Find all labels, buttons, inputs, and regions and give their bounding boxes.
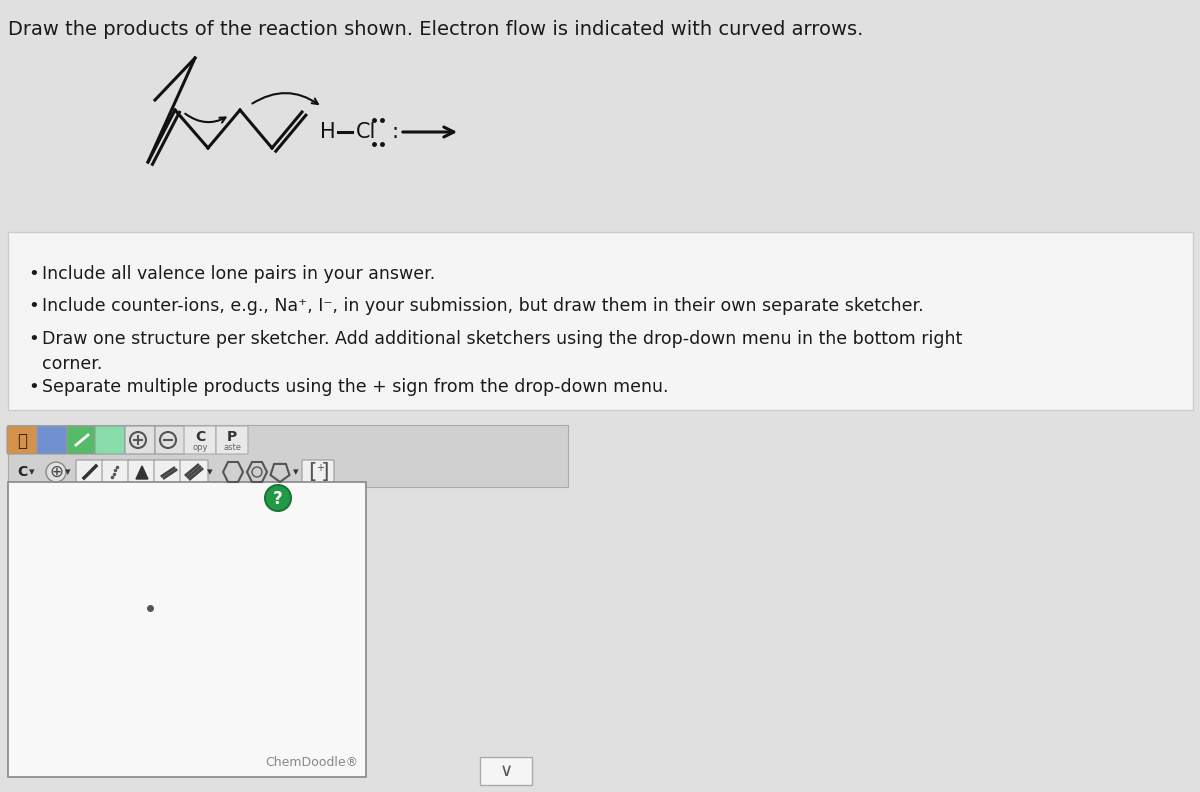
Text: Cl: Cl — [356, 122, 376, 142]
FancyBboxPatch shape — [8, 232, 1193, 410]
Text: ?: ? — [274, 490, 283, 508]
Text: •: • — [28, 297, 38, 315]
FancyBboxPatch shape — [128, 460, 156, 484]
Text: opy: opy — [192, 443, 208, 451]
FancyBboxPatch shape — [302, 460, 334, 484]
Circle shape — [265, 485, 292, 511]
Circle shape — [46, 462, 66, 482]
Text: +: + — [316, 463, 324, 473]
Text: Separate multiple products using the + sign from the drop-down menu.: Separate multiple products using the + s… — [42, 378, 668, 396]
Text: Draw the products of the reaction shown. Electron flow is indicated with curved : Draw the products of the reaction shown.… — [8, 20, 863, 39]
Text: ▾: ▾ — [29, 467, 35, 477]
FancyBboxPatch shape — [216, 426, 248, 454]
FancyBboxPatch shape — [8, 482, 366, 777]
FancyBboxPatch shape — [95, 426, 125, 454]
Text: •: • — [28, 265, 38, 283]
FancyBboxPatch shape — [155, 426, 185, 454]
Text: ▾: ▾ — [65, 467, 71, 477]
FancyBboxPatch shape — [154, 460, 182, 484]
Text: ]: ] — [320, 462, 329, 482]
Text: C: C — [194, 430, 205, 444]
FancyBboxPatch shape — [67, 426, 97, 454]
Polygon shape — [136, 466, 148, 479]
FancyBboxPatch shape — [8, 425, 568, 487]
Text: [: [ — [307, 462, 317, 482]
Text: aste: aste — [223, 443, 241, 451]
Text: Include all valence lone pairs in your answer.: Include all valence lone pairs in your a… — [42, 265, 436, 283]
Text: ∨: ∨ — [499, 762, 512, 780]
Text: P: P — [227, 430, 238, 444]
Text: ✋: ✋ — [17, 432, 28, 450]
Text: ⊕: ⊕ — [49, 463, 62, 481]
Text: Draw one structure per sketcher. Add additional sketchers using the drop-down me: Draw one structure per sketcher. Add add… — [42, 330, 962, 348]
FancyBboxPatch shape — [125, 426, 155, 454]
Text: Include counter-ions, e.g., Na⁺, I⁻, in your submission, but draw them in their : Include counter-ions, e.g., Na⁺, I⁻, in … — [42, 297, 924, 315]
FancyBboxPatch shape — [184, 426, 216, 454]
Text: C: C — [17, 465, 28, 479]
Text: ▾: ▾ — [208, 467, 212, 477]
FancyBboxPatch shape — [180, 460, 208, 484]
FancyBboxPatch shape — [102, 460, 130, 484]
Text: ▾: ▾ — [293, 467, 299, 477]
Text: •: • — [28, 378, 38, 396]
Text: corner.: corner. — [42, 355, 102, 373]
Text: H: H — [320, 122, 336, 142]
FancyBboxPatch shape — [37, 426, 67, 454]
FancyBboxPatch shape — [480, 757, 532, 785]
Text: :: : — [392, 122, 398, 142]
Text: •: • — [28, 330, 38, 348]
Text: ChemDoodle®: ChemDoodle® — [265, 756, 358, 769]
FancyBboxPatch shape — [7, 426, 37, 454]
FancyBboxPatch shape — [76, 460, 104, 484]
